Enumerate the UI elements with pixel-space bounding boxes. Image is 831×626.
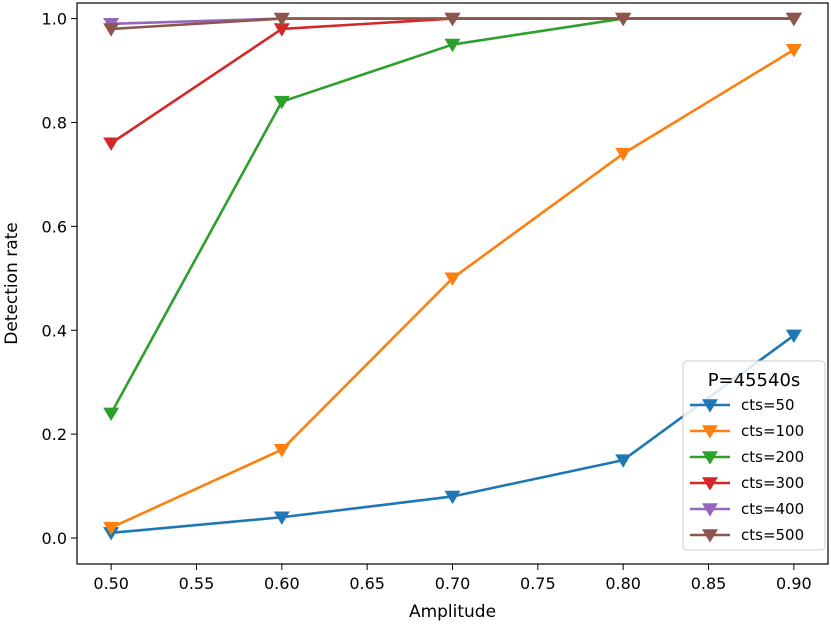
data-point-cts-500 xyxy=(615,12,632,27)
y-axis: 0.0 0.2 0.4 0.6 0.8 1.0 xyxy=(42,10,77,548)
y-tick-label: 0.0 xyxy=(42,529,67,548)
x-tick-label: 0.50 xyxy=(93,574,129,593)
x-axis: 0.50 0.55 0.60 0.65 0.70 0.75 0.80 0.85 0.90 xyxy=(93,564,812,593)
legend-label: cts=50 xyxy=(741,396,795,414)
legend-marker xyxy=(702,477,718,491)
legend-label: cts=400 xyxy=(741,500,804,518)
legend: P=45540s cts=50cts=100cts=200cts=300cts=… xyxy=(682,360,826,551)
legend-entry-cts-50: cts=50 xyxy=(690,396,795,414)
data-point-cts-50 xyxy=(444,490,461,505)
x-tick-label: 0.60 xyxy=(264,574,300,593)
legend-title: P=45540s xyxy=(708,370,801,391)
series-line-cts-200 xyxy=(109,17,794,414)
legend-entry-cts-300: cts=300 xyxy=(690,474,804,492)
legend-marker xyxy=(702,399,718,413)
y-tick-label: 0.8 xyxy=(42,113,67,132)
data-point-cts-50 xyxy=(785,329,802,344)
legend-entry-cts-100: cts=100 xyxy=(690,422,804,440)
data-point-cts-100 xyxy=(444,272,461,286)
y-tick-label: 0.6 xyxy=(42,217,67,236)
legend-label: cts=300 xyxy=(741,474,804,492)
x-tick-label: 0.90 xyxy=(776,574,812,593)
data-point-cts-200 xyxy=(273,95,290,110)
data-point-cts-100 xyxy=(615,147,632,162)
legend-marker xyxy=(702,503,718,517)
data-point-cts-500 xyxy=(273,12,290,27)
data-point-cts-200 xyxy=(103,407,120,421)
legend-label: cts=500 xyxy=(741,526,804,544)
data-point-cts-500 xyxy=(444,12,461,27)
y-tick-label: 0.2 xyxy=(42,425,67,444)
legend-entries: cts=50 cts=100 cts=200 cts=300 cts=400 cts=50… xyxy=(690,396,804,544)
data-point-cts-100 xyxy=(785,43,802,58)
data-point-cts-50 xyxy=(273,511,290,525)
data-point-cts-100 xyxy=(103,521,120,536)
legend-entry-cts-200: cts=200 xyxy=(690,448,804,466)
data-point-cts-100 xyxy=(273,443,290,458)
legend-entry-cts-400: cts=400 xyxy=(690,500,804,518)
legend-box xyxy=(682,360,826,551)
legend-marker xyxy=(702,529,718,543)
x-tick-label: 0.70 xyxy=(435,574,471,593)
x-axis-label: Amplitude xyxy=(409,602,496,622)
data-point-cts-500 xyxy=(785,12,802,27)
y-tick-label: 1.0 xyxy=(42,10,67,29)
y-tick-label: 0.4 xyxy=(42,321,67,340)
series-cts-500 xyxy=(103,12,802,37)
legend-marker xyxy=(702,451,718,465)
data-point-cts-300 xyxy=(273,23,290,37)
x-tick-label: 0.65 xyxy=(349,574,385,593)
legend-label: cts=100 xyxy=(741,422,804,440)
data-point-cts-500 xyxy=(103,23,120,37)
series-cts-300 xyxy=(103,12,802,151)
series-line-cts-300 xyxy=(110,17,794,145)
legend-entry-cts-500: cts=500 xyxy=(690,526,804,544)
data-point-cts-50 xyxy=(615,454,632,468)
data-point-cts-300 xyxy=(103,137,120,151)
legend-label: cts=200 xyxy=(741,448,804,466)
x-tick-label: 0.85 xyxy=(691,574,727,593)
series-cts-100 xyxy=(103,43,802,536)
plot-series xyxy=(103,12,802,541)
data-point-cts-200 xyxy=(444,38,461,53)
series-cts-200 xyxy=(103,12,802,421)
x-tick-label: 0.80 xyxy=(605,574,641,593)
legend-marker xyxy=(702,425,718,439)
x-tick-label: 0.75 xyxy=(520,574,556,593)
x-tick-label: 0.55 xyxy=(179,574,215,593)
y-axis-label: Detection rate xyxy=(2,222,22,345)
